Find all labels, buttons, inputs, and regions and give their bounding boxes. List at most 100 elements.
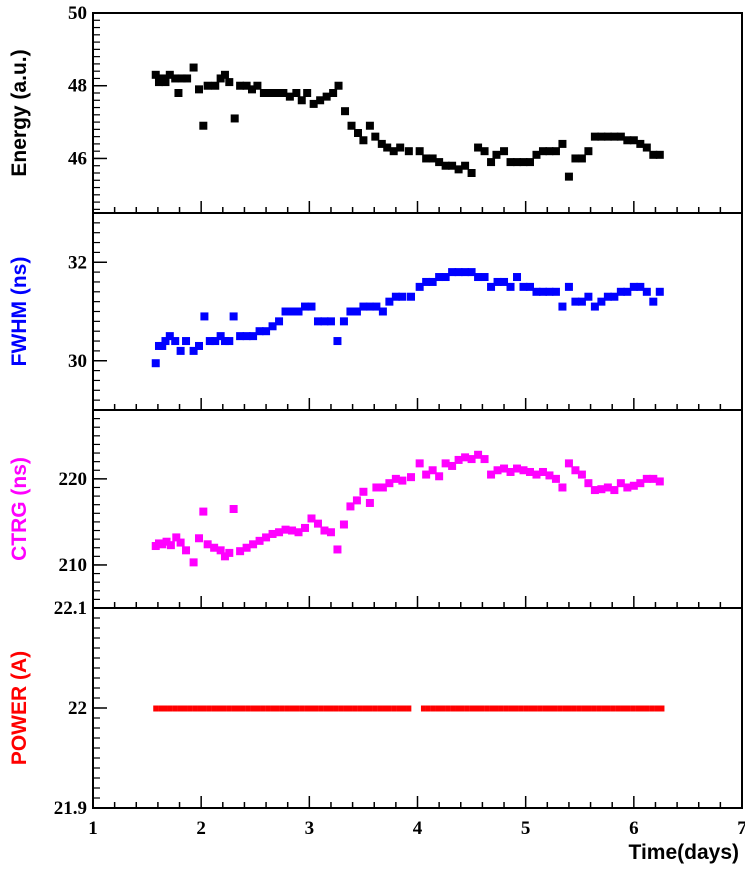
data-point <box>441 273 450 282</box>
y-tick-label: 48 <box>68 76 87 97</box>
data-point <box>182 705 188 712</box>
data-point <box>253 81 262 90</box>
data-point <box>339 520 348 529</box>
data-point <box>260 705 266 712</box>
data-point <box>174 89 183 97</box>
data-point <box>396 705 402 712</box>
data-point <box>435 472 444 481</box>
data-point <box>334 81 343 90</box>
y-tick-label: 46 <box>68 148 87 169</box>
data-point <box>590 132 599 141</box>
data-point <box>210 543 219 552</box>
data-point <box>329 89 338 97</box>
data-point <box>255 536 264 545</box>
data-point <box>235 705 241 712</box>
data-point <box>525 467 534 476</box>
data-point <box>566 705 572 712</box>
data-point <box>309 99 318 108</box>
data-point <box>528 705 534 712</box>
data-point <box>655 287 664 296</box>
data-point <box>487 282 496 291</box>
data-point <box>352 307 361 316</box>
data-point <box>461 161 470 170</box>
data-point <box>422 154 431 163</box>
data-point <box>532 287 541 296</box>
data-point <box>161 337 170 346</box>
data-point <box>577 470 586 479</box>
data-point <box>448 268 457 277</box>
data-point <box>630 705 636 712</box>
data-point <box>162 537 171 546</box>
x-tick-label: 5 <box>521 818 531 839</box>
data-point <box>584 479 593 488</box>
data-point <box>288 307 297 316</box>
data-point <box>597 132 606 141</box>
data-point <box>616 132 625 141</box>
data-point <box>576 705 582 712</box>
data-point <box>564 172 573 181</box>
data-point <box>176 538 185 547</box>
data-point <box>391 292 400 301</box>
data-point <box>281 525 290 534</box>
data-point <box>542 705 548 712</box>
data-point <box>320 317 329 326</box>
data-point <box>177 74 186 83</box>
data-point <box>655 150 664 159</box>
data-point <box>545 471 554 480</box>
data-point <box>385 479 394 488</box>
data-point <box>284 705 290 712</box>
data-point <box>229 505 238 513</box>
data-point <box>629 282 638 291</box>
data-point <box>165 332 174 341</box>
data-point <box>294 528 303 537</box>
data-point <box>303 89 312 97</box>
data-point <box>642 143 651 152</box>
data-point <box>493 705 499 712</box>
data-point <box>448 161 457 170</box>
data-point <box>398 476 407 485</box>
data-point <box>333 545 342 554</box>
data-point <box>562 705 568 712</box>
data-point <box>151 359 160 368</box>
data-point <box>435 705 441 712</box>
data-point <box>603 292 612 301</box>
data-point <box>584 292 593 301</box>
data-point <box>172 705 178 712</box>
panel-frame <box>92 409 743 609</box>
data-point <box>601 705 607 712</box>
x-tick-label: 6 <box>629 818 639 839</box>
data-point <box>318 705 324 712</box>
data-point <box>268 529 277 538</box>
data-point <box>262 533 271 542</box>
data-point <box>382 705 388 712</box>
data-point <box>153 705 159 712</box>
data-point <box>603 132 612 141</box>
data-point <box>281 307 290 316</box>
data-point <box>603 483 612 492</box>
data-point <box>415 147 424 156</box>
data-point <box>474 143 483 152</box>
data-point <box>398 292 407 301</box>
data-point <box>365 121 374 130</box>
data-point <box>610 705 616 712</box>
data-point <box>629 481 638 490</box>
data-point <box>538 147 547 156</box>
data-point <box>506 282 515 291</box>
data-point <box>639 705 645 712</box>
data-point <box>428 466 437 475</box>
data-point <box>538 287 547 296</box>
data-point <box>386 705 392 712</box>
data-point <box>625 705 631 712</box>
data-point <box>377 705 383 712</box>
data-point <box>480 147 489 156</box>
data-point <box>333 705 339 712</box>
data-point <box>289 705 295 712</box>
data-point <box>248 85 257 94</box>
data-point <box>551 287 560 296</box>
data-point <box>493 277 502 286</box>
data-point <box>519 466 528 475</box>
data-point <box>610 132 619 141</box>
data-point <box>161 78 170 87</box>
data-point <box>211 81 220 90</box>
data-point <box>272 89 281 97</box>
